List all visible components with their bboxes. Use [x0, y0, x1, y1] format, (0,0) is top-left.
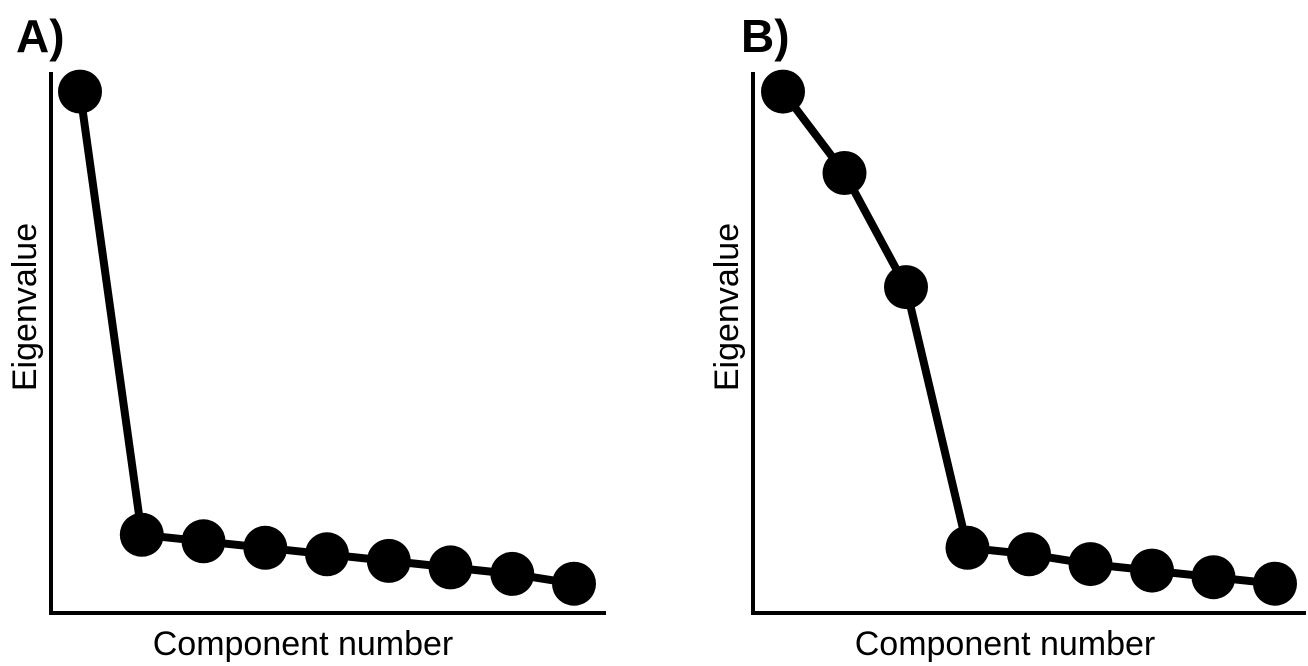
data-point-b-9	[1253, 561, 1297, 606]
data-point-a-5	[305, 532, 349, 577]
x-axis-label-b: Component number	[855, 625, 1156, 663]
data-point-b-4	[945, 525, 990, 570]
data-point-a-9	[552, 561, 596, 606]
data-point-b-8	[1191, 555, 1236, 600]
x-axis-label-a: Component number	[153, 625, 454, 663]
data-point-a-2	[119, 512, 164, 557]
data-point-a-6	[366, 538, 411, 583]
data-point-b-2	[822, 151, 867, 195]
series-line-a	[76, 87, 578, 588]
y-axis-label-b: Eigenvalue	[708, 223, 746, 391]
series-b	[761, 69, 1297, 606]
data-point-a-4	[243, 525, 288, 570]
y-axis-label-a: Eigenvalue	[6, 223, 44, 391]
panel-label-b: B)	[741, 10, 790, 62]
chart-panel-a: A) Eigenvalue Component number	[6, 10, 606, 663]
data-point-b-7	[1130, 548, 1174, 593]
data-point-b-1	[761, 69, 805, 114]
data-point-a-1	[58, 69, 102, 114]
panel-label-a: A)	[16, 10, 65, 62]
data-point-a-8	[490, 551, 535, 596]
chart-panel-b: B) Eigenvalue Component number	[708, 10, 1306, 663]
data-point-a-3	[181, 519, 226, 564]
data-point-a-7	[428, 545, 473, 590]
data-point-b-3	[884, 265, 928, 310]
data-point-b-5	[1007, 532, 1051, 577]
series-a	[58, 69, 596, 606]
data-point-b-6	[1068, 542, 1113, 587]
